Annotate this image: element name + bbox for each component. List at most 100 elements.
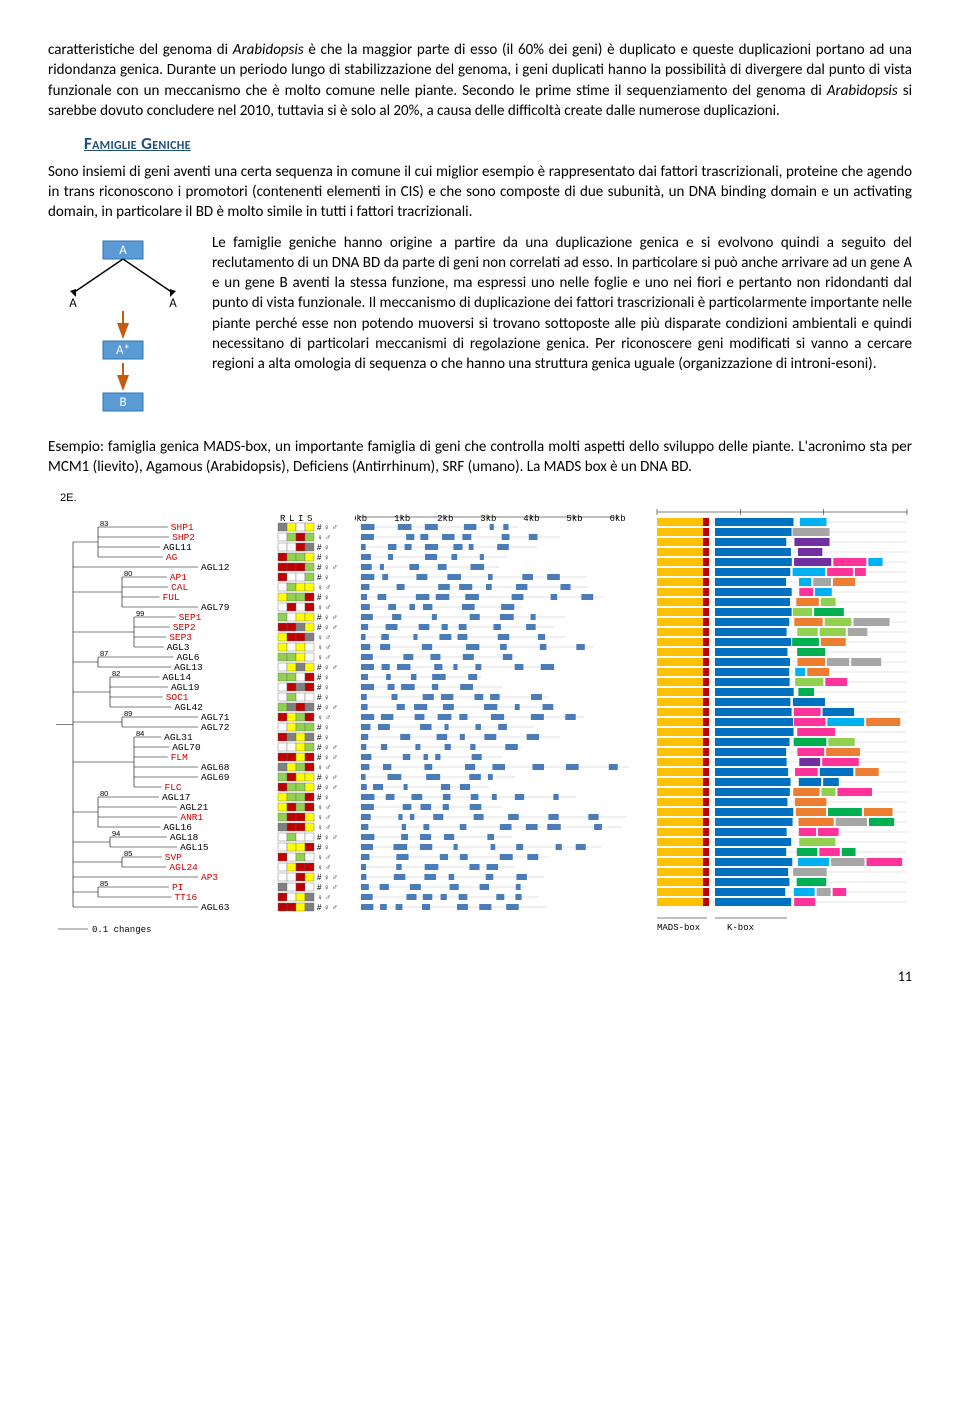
- svg-text:30: 30: [903, 508, 911, 510]
- svg-text:♀ ♂: ♀ ♂: [317, 813, 331, 822]
- svg-text:♀ ♂: ♀ ♂: [317, 803, 331, 812]
- svg-text:# ♀ ♂: # ♀ ♂: [317, 623, 338, 632]
- svg-text:♀ ♂: ♀ ♂: [317, 643, 331, 652]
- svg-text:# ♀: # ♀: [317, 793, 330, 802]
- svg-text:83: 83: [100, 519, 108, 528]
- phylogenetic-tree: SHP1SHP2AGL11AGAGL12AP1CALFULAGL79SEP1SE…: [48, 508, 268, 938]
- svg-text:A: A: [169, 296, 177, 311]
- svg-text:# ♀ ♂: # ♀ ♂: [317, 903, 338, 912]
- svg-text:AGL79: AGL79: [201, 602, 230, 613]
- svg-text:S: S: [307, 514, 312, 524]
- svg-text:84: 84: [136, 729, 144, 738]
- svg-text:# ♀ ♂: # ♀ ♂: [317, 663, 338, 672]
- svg-text:99: 99: [136, 609, 144, 618]
- page-number: 11: [48, 968, 912, 987]
- svg-text:4kb: 4kb: [523, 514, 539, 524]
- svg-text:AGL42: AGL42: [174, 702, 203, 713]
- svg-text:MADS-box: MADS-box: [657, 923, 700, 933]
- svg-text:0.1 changes: 0.1 changes: [92, 925, 151, 935]
- svg-text:# ♀ ♂: # ♀ ♂: [317, 523, 338, 532]
- svg-text:# ♀ ♂: # ♀ ♂: [317, 563, 338, 572]
- svg-text:200: 200: [820, 508, 836, 510]
- svg-text:♀ ♂: ♀ ♂: [317, 633, 331, 642]
- svg-text:B: B: [119, 395, 126, 410]
- evolution-diagram: A A A A* B: [48, 237, 198, 433]
- svg-text:♀ ♂: ♀ ♂: [317, 853, 331, 862]
- section-heading: Famiglie Geniche: [84, 133, 912, 156]
- svg-text:85: 85: [124, 849, 132, 858]
- svg-text:# ♀ ♂: # ♀ ♂: [317, 753, 338, 762]
- svg-text:3kb: 3kb: [480, 514, 496, 524]
- svg-text:1kb: 1kb: [394, 514, 410, 524]
- svg-text:AGL15: AGL15: [180, 842, 209, 853]
- svg-text:♀ ♂: ♀ ♂: [317, 863, 331, 872]
- domain-alignment: 0 100 200 30 MADS-box K-box: [651, 508, 911, 938]
- svg-text:AGL69: AGL69: [201, 772, 230, 783]
- svg-text:87: 87: [100, 649, 108, 658]
- svg-text:♀ ♂: ♀ ♂: [317, 583, 331, 592]
- svg-text:♀ ♂: ♀ ♂: [317, 603, 331, 612]
- svg-text:♀ ♂: ♀ ♂: [317, 763, 331, 772]
- svg-text:# ♀: # ♀: [317, 733, 330, 742]
- svg-text:# ♀ ♂: # ♀ ♂: [317, 743, 338, 752]
- italic-text: Arabidopsis: [233, 41, 304, 59]
- paragraph-1: caratteristiche del genoma di Arabidopsi…: [48, 40, 912, 121]
- svg-text:# ♀: # ♀: [317, 543, 330, 552]
- svg-text:2kb: 2kb: [437, 514, 453, 524]
- svg-text:82: 82: [112, 669, 120, 678]
- svg-text:# ♀: # ♀: [317, 843, 330, 852]
- svg-text:L: L: [289, 514, 294, 524]
- svg-text:80: 80: [100, 789, 108, 798]
- svg-text:♀ ♂: ♀ ♂: [317, 893, 331, 902]
- svg-text:94: 94: [112, 829, 120, 838]
- svg-text:FUL: FUL: [163, 592, 180, 603]
- svg-text:R: R: [280, 514, 286, 524]
- svg-text:TT16: TT16: [174, 892, 197, 903]
- paragraph-4: Esempio: famiglia genica MADS-box, un im…: [48, 437, 912, 478]
- figure-2e: 2E. SHP1SHP2AGL11AGAGL12AP1CALFULAGL79SE…: [48, 491, 912, 938]
- svg-text:# ♀: # ♀: [317, 723, 330, 732]
- svg-text:85: 85: [100, 879, 108, 888]
- svg-text:A: A: [119, 243, 127, 258]
- svg-text:FLM: FLM: [171, 752, 188, 763]
- svg-text:0: 0: [653, 508, 658, 510]
- svg-text:# ♀: # ♀: [317, 553, 330, 562]
- svg-text:5kb: 5kb: [566, 514, 582, 524]
- text: caratteristiche del genoma di: [48, 41, 233, 59]
- svg-text:♀ ♂: ♀ ♂: [317, 713, 331, 722]
- svg-text:# ♀: # ♀: [317, 593, 330, 602]
- svg-text:K-box: K-box: [727, 923, 754, 933]
- svg-text:# ♀ ♂: # ♀ ♂: [317, 873, 338, 882]
- svg-text:6kb: 6kb: [609, 514, 625, 524]
- svg-text:# ♀ ♂: # ♀ ♂: [317, 613, 338, 622]
- svg-text:♀ ♂: ♀ ♂: [317, 823, 331, 832]
- svg-text:♀ ♂: ♀ ♂: [317, 653, 331, 662]
- svg-text:AGL63: AGL63: [201, 902, 230, 913]
- svg-text:0kb: 0kb: [355, 514, 367, 524]
- svg-text:100: 100: [736, 508, 752, 510]
- svg-text:A: A: [69, 296, 77, 311]
- svg-text:AP3: AP3: [201, 872, 218, 883]
- svg-text:# ♀ ♂: # ♀ ♂: [317, 833, 338, 842]
- svg-text:# ♀: # ♀: [317, 683, 330, 692]
- svg-text:89: 89: [124, 709, 132, 718]
- svg-text:80: 80: [124, 569, 132, 578]
- italic-text: Arabidopsis: [827, 82, 898, 100]
- rlis-matrix: RLIS# ♀ ♂♀ ♂# ♀# ♀# ♀ ♂# ♀♀ ♂# ♀♀ ♂# ♀ ♂…: [274, 508, 349, 938]
- svg-text:♀ ♂: ♀ ♂: [317, 533, 331, 542]
- svg-text:AGL24: AGL24: [169, 862, 198, 873]
- svg-text:AG: AG: [166, 552, 178, 563]
- svg-text:AGL12: AGL12: [201, 562, 230, 573]
- svg-text:# ♀ ♂: # ♀ ♂: [317, 883, 338, 892]
- paragraph-2: Sono insiemi di geni aventi una certa se…: [48, 162, 912, 223]
- figure-label: 2E.: [60, 491, 912, 506]
- svg-text:A*: A*: [116, 343, 130, 358]
- exon-structure: 0kb 1kb 2kb 3kb 4kb 5kb 6kb: [355, 508, 645, 938]
- svg-text:I: I: [298, 514, 303, 524]
- svg-text:# ♀ ♂: # ♀ ♂: [317, 783, 338, 792]
- svg-text:# ♀ ♂: # ♀ ♂: [317, 703, 338, 712]
- svg-text:# ♀: # ♀: [317, 573, 330, 582]
- svg-text:# ♀: # ♀: [317, 673, 330, 682]
- svg-text:# ♀ ♂: # ♀ ♂: [317, 773, 338, 782]
- svg-text:# ♀: # ♀: [317, 693, 330, 702]
